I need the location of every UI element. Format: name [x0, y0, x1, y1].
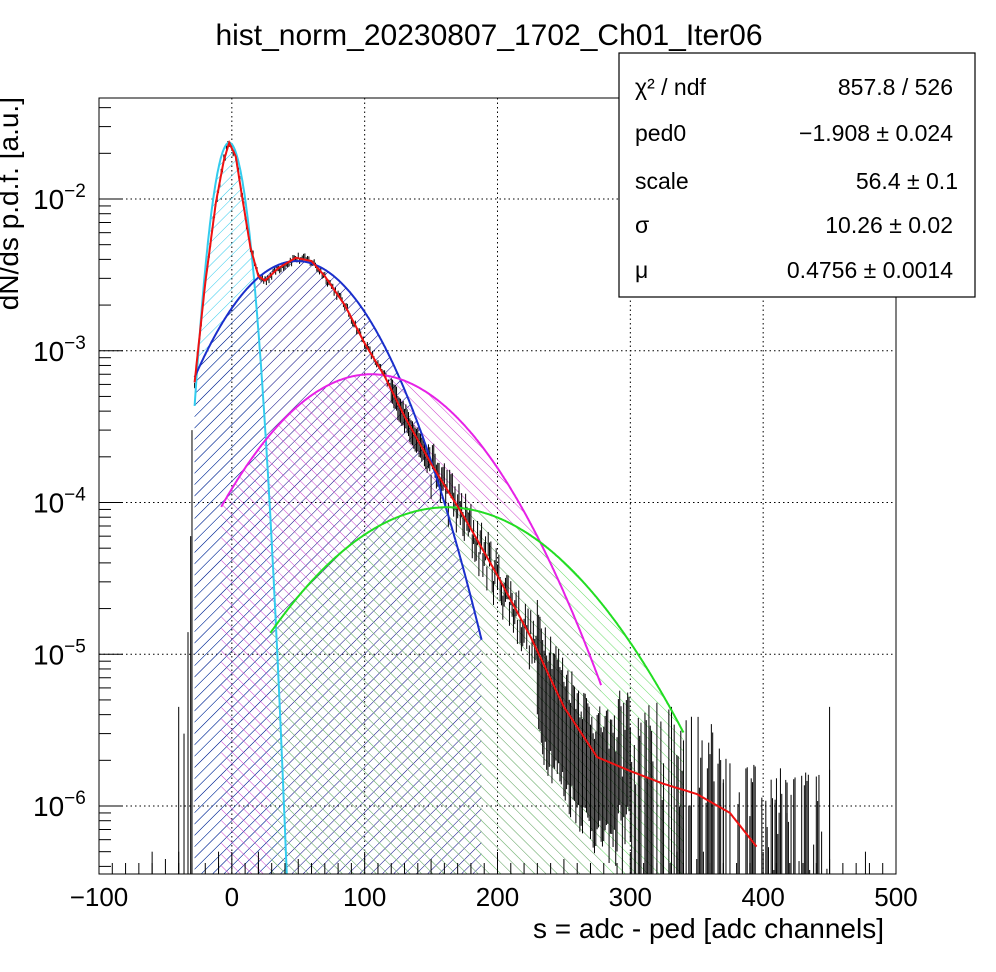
y-axis: 10−2 10−3 10−4 10−5 10−6: [33, 107, 123, 867]
stats-value-scale: 56.4 ± 0.1: [856, 168, 958, 194]
x-tick-label: −100: [70, 882, 129, 912]
x-axis-label: s = adc - ped [adc channels]: [533, 913, 884, 944]
x-tick-label: 400: [741, 882, 784, 912]
stats-value-mu: 0.4756 ± 0.0014: [787, 257, 953, 283]
component-3-area: [270, 507, 684, 874]
x-tick-label: 100: [343, 882, 386, 912]
stats-value-ped0: −1.908 ± 0.024: [799, 120, 953, 146]
chart-title: hist_norm_20230807_1702_Ch01_Iter06: [215, 19, 762, 52]
y-tick-label: 10−4: [33, 485, 86, 519]
stats-label-chi2: χ² / ndf: [635, 74, 706, 100]
y-tick-label: 10−6: [33, 788, 86, 822]
component-0-curve: [193, 141, 288, 874]
x-tick-label: 200: [476, 882, 519, 912]
fit-curves: [193, 139, 758, 874]
y-tick-label: 10−3: [33, 333, 86, 367]
y-axis-label: dN/ds p.d.f. [a.u.]: [0, 97, 24, 310]
y-tick-label: 10−2: [33, 181, 86, 215]
stats-label-sigma: σ: [635, 212, 649, 238]
component-3-curve: [269, 506, 685, 733]
x-tick-label: 300: [609, 882, 652, 912]
stats-value-chi2: 857.8 / 526: [838, 74, 953, 100]
stats-label-scale: scale: [635, 168, 689, 194]
stats-box: χ² / ndf 857.8 / 526 ped0 −1.908 ± 0.024…: [618, 52, 976, 298]
stats-label-ped0: ped0: [635, 120, 686, 146]
x-tick-label: 500: [874, 882, 917, 912]
component-2-curve: [220, 373, 603, 686]
y-tick-label: 10−5: [33, 636, 86, 670]
component-areas: [194, 142, 684, 874]
x-tick-label: 0: [225, 882, 239, 912]
stats-value-sigma: 10.26 ± 0.02: [825, 212, 953, 238]
stats-label-mu: μ: [635, 257, 648, 283]
total-fit-curve: [193, 139, 758, 848]
x-axis: −100 0 100 200 300 400 500: [70, 852, 918, 912]
